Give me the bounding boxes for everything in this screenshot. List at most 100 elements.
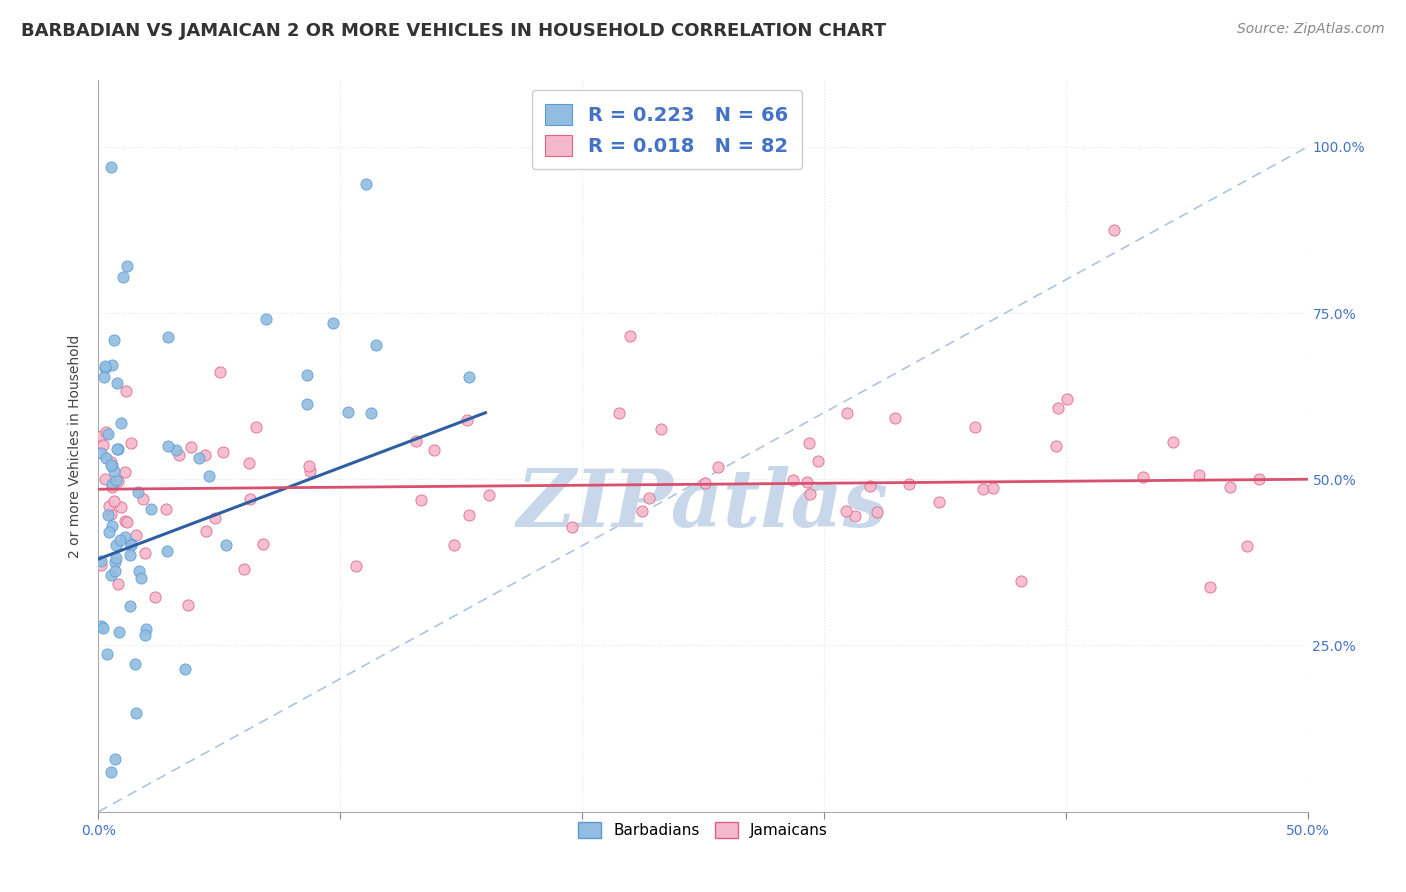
Point [93, 370, 115, 384]
Point [118, 599, 141, 613]
Point [103, 333, 125, 347]
Point [983, 481, 1005, 495]
Point [456, 413, 478, 427]
Point [110, 500, 132, 514]
Point [107, 577, 129, 591]
Point [561, 520, 583, 534]
Point [96, 425, 118, 439]
Point [108, 533, 131, 548]
Point [1010, 574, 1032, 589]
Point [135, 623, 157, 637]
Point [129, 571, 152, 585]
Point [103, 565, 125, 579]
Point [637, 491, 659, 505]
Point [322, 316, 344, 330]
Point [96, 647, 118, 661]
Point [120, 436, 142, 450]
Point [366, 338, 388, 352]
Point [233, 562, 256, 576]
Point [97, 427, 120, 442]
Point [100, 568, 122, 582]
Point [157, 439, 180, 453]
Point [94, 359, 117, 373]
Point [127, 485, 149, 500]
Point [215, 538, 238, 552]
Point [91, 621, 114, 635]
Text: BARBADIAN VS JAMAICAN 2 OR MORE VEHICLES IN HOUSEHOLD CORRELATION CHART: BARBADIAN VS JAMAICAN 2 OR MORE VEHICLES… [21, 22, 886, 40]
Point [120, 537, 142, 551]
Point [238, 456, 260, 470]
Point [457, 508, 479, 523]
Point [101, 480, 124, 494]
Point [295, 397, 318, 411]
Point [114, 515, 136, 529]
Point [299, 464, 322, 478]
Point [782, 473, 804, 487]
Point [252, 537, 274, 551]
Point [1236, 539, 1258, 553]
Point [100, 455, 122, 469]
Point [607, 406, 630, 420]
Point [124, 657, 146, 671]
Point [187, 450, 209, 465]
Point [965, 420, 987, 434]
Point [298, 459, 321, 474]
Point [143, 590, 166, 604]
Point [859, 478, 882, 492]
Point [105, 473, 128, 487]
Point [124, 527, 146, 541]
Point [409, 492, 432, 507]
Point [90, 554, 112, 568]
Point [1188, 467, 1211, 482]
Point [114, 465, 136, 479]
Point [100, 160, 122, 174]
Point [128, 564, 150, 578]
Point [796, 475, 818, 490]
Point [443, 538, 465, 552]
Point [344, 559, 367, 574]
Point [254, 311, 277, 326]
Point [799, 487, 821, 501]
Point [165, 443, 187, 458]
Point [1132, 470, 1154, 484]
Point [619, 329, 641, 343]
Point [104, 555, 127, 569]
Point [204, 510, 226, 524]
Point [239, 491, 262, 506]
Point [94, 472, 117, 486]
Point [650, 422, 672, 436]
Point [90, 446, 112, 460]
Point [101, 358, 124, 372]
Point [156, 544, 179, 558]
Point [167, 448, 190, 462]
Point [176, 598, 198, 612]
Legend: Barbadians, Jamaicans: Barbadians, Jamaicans [572, 816, 834, 845]
Point [134, 546, 156, 560]
Point [101, 477, 124, 491]
Point [114, 530, 136, 544]
Point [194, 524, 217, 538]
Point [1249, 472, 1271, 486]
Point [972, 482, 994, 496]
Point [125, 706, 148, 720]
Point [112, 270, 135, 285]
Point [101, 458, 124, 473]
Point [132, 491, 155, 506]
Point [100, 518, 122, 533]
Point [98, 499, 121, 513]
Point [155, 502, 177, 516]
Point [107, 625, 129, 640]
Point [91, 437, 114, 451]
Point [897, 476, 920, 491]
Point [94, 451, 117, 466]
Point [97, 508, 120, 522]
Point [174, 662, 197, 676]
Point [356, 178, 378, 192]
Point [1045, 439, 1067, 453]
Point [100, 507, 122, 521]
Point [105, 376, 128, 391]
Point [208, 365, 231, 379]
Point [115, 516, 138, 530]
Point [134, 628, 156, 642]
Point [104, 751, 127, 765]
